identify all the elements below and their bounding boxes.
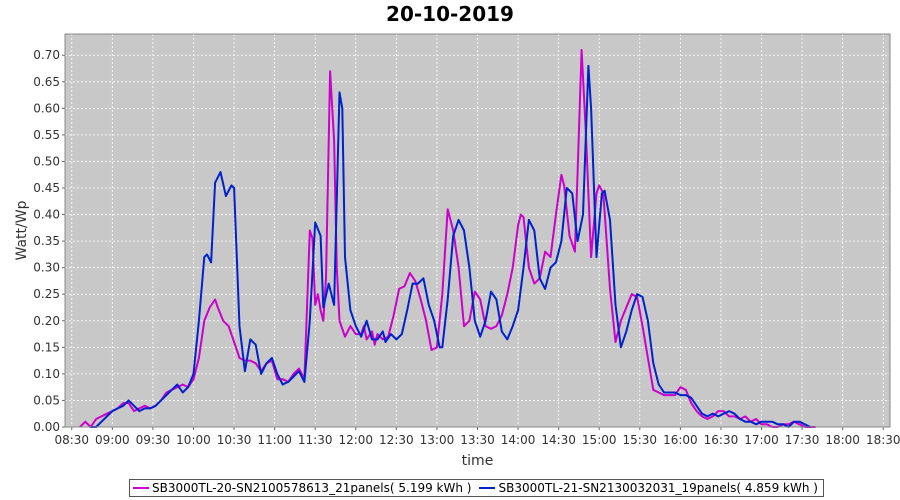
x-tick-label: 17:00: [744, 433, 779, 447]
legend-item-series-1: SB3000TL-20-SN2100578613_21panels( 5.199…: [133, 481, 471, 495]
y-axis-label: Watt/Wp: [14, 200, 30, 260]
y-tick-label: 0.40: [33, 208, 60, 222]
series-layer: [79, 48, 816, 428]
x-tick-label: 15:00: [582, 433, 617, 447]
y-tick-label: 0.30: [33, 261, 60, 275]
x-tick-label: 08:30: [54, 433, 89, 447]
y-tick-label: 0.50: [33, 154, 60, 168]
series-line-2: [90, 64, 811, 428]
x-tick-label: 16:30: [704, 433, 739, 447]
y-tick-label: 0.25: [33, 287, 60, 301]
legend-swatch-series-1: [133, 487, 149, 489]
y-tick-label: 0.10: [33, 367, 60, 381]
axes: 0.00 0.05 0.10 0.15 0.20 0.25 0.30 0.35 0.40 0.45…: [33, 33, 900, 447]
y-tick-label: 0.70: [33, 48, 60, 62]
x-tick-label: 12:30: [379, 433, 414, 447]
x-tick-label: 09:00: [95, 433, 130, 447]
x-tick-label: 18:30: [866, 433, 900, 447]
x-tick-label: 14:30: [541, 433, 576, 447]
y-tick-label: 0.05: [33, 393, 60, 407]
x-tick-label: 14:00: [501, 433, 536, 447]
legend-swatch-series-2: [479, 487, 496, 489]
legend-label-series-1: SB3000TL-20-SN2100578613_21panels( 5.199…: [152, 481, 472, 495]
x-axis-label: time: [462, 453, 494, 469]
x-tick-label: 11:00: [257, 433, 292, 447]
legend-item-series-2: SB3000TL-21-SN2130032031_19panels( 4.859…: [479, 481, 818, 495]
y-tick-label: 0.65: [33, 75, 60, 89]
line-chart: 0.00 0.05 0.10 0.15 0.20 0.25 0.30 0.35 0.40 0.45…: [14, 33, 900, 469]
x-tick-label: 13:30: [460, 433, 495, 447]
y-tick-label: 0.55: [33, 128, 60, 142]
x-tick-label: 10:30: [217, 433, 252, 447]
chart-title: 20-10-2019: [386, 2, 514, 26]
x-tick-label: 18:00: [825, 433, 860, 447]
y-tick-label: 0.00: [33, 420, 60, 434]
legend: SB3000TL-20-SN2100578613_21panels( 5.199…: [129, 479, 824, 497]
y-tick-label: 0.45: [33, 181, 60, 195]
series-line-1: [79, 48, 816, 428]
legend-label-series-2: SB3000TL-21-SN2130032031_19panels( 4.859…: [498, 481, 818, 495]
x-tick-label: 10:00: [176, 433, 211, 447]
x-tick-label: 16:00: [663, 433, 698, 447]
x-tick-label: 09:30: [136, 433, 171, 447]
x-tick-label: 12:00: [338, 433, 373, 447]
x-tick-label: 11:30: [298, 433, 333, 447]
x-tick-label: 17:30: [785, 433, 820, 447]
y-tick-label: 0.15: [33, 340, 60, 354]
y-tick-label: 0.20: [33, 314, 60, 328]
y-tick-label: 0.60: [33, 101, 60, 115]
x-tick-label: 13:00: [420, 433, 455, 447]
plot-border: [64, 33, 891, 428]
y-tick-label: 0.35: [33, 234, 60, 248]
x-tick-label: 15:30: [622, 433, 657, 447]
